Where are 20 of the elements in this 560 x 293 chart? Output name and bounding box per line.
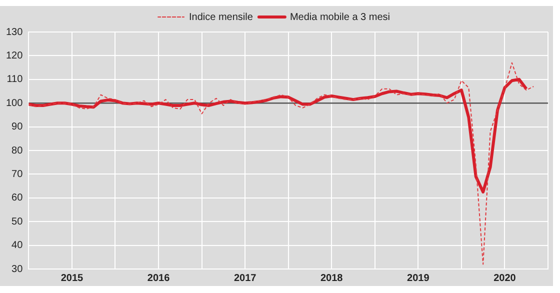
y-tick-label: 80: [12, 145, 24, 156]
x-tick-label: 2018: [320, 272, 344, 284]
x-tick-label: 2017: [234, 272, 257, 284]
y-tick-label: 40: [12, 240, 24, 252]
legend-label: Indice mensile: [189, 12, 254, 23]
y-tick-label: 120: [6, 50, 24, 62]
y-tick-label: 110: [6, 74, 24, 86]
y-tick-label: 130: [6, 26, 24, 38]
y-tick-label: 60: [12, 192, 24, 204]
x-tick-label: 2020: [494, 272, 516, 284]
y-tick-label: 30: [12, 264, 24, 275]
y-tick-label: 70: [12, 168, 24, 180]
line-series: [28, 62, 534, 265]
legend-label: Media mobile a 3 mesi: [290, 12, 390, 23]
x-tick-label: 2019: [407, 272, 430, 284]
y-tick-label: 100: [6, 98, 24, 109]
x-tick-label: 2016: [147, 272, 170, 284]
x-tick-label: 2015: [60, 272, 84, 284]
y-tick-label: 50: [12, 216, 24, 228]
y-tick-label: 90: [12, 122, 24, 133]
